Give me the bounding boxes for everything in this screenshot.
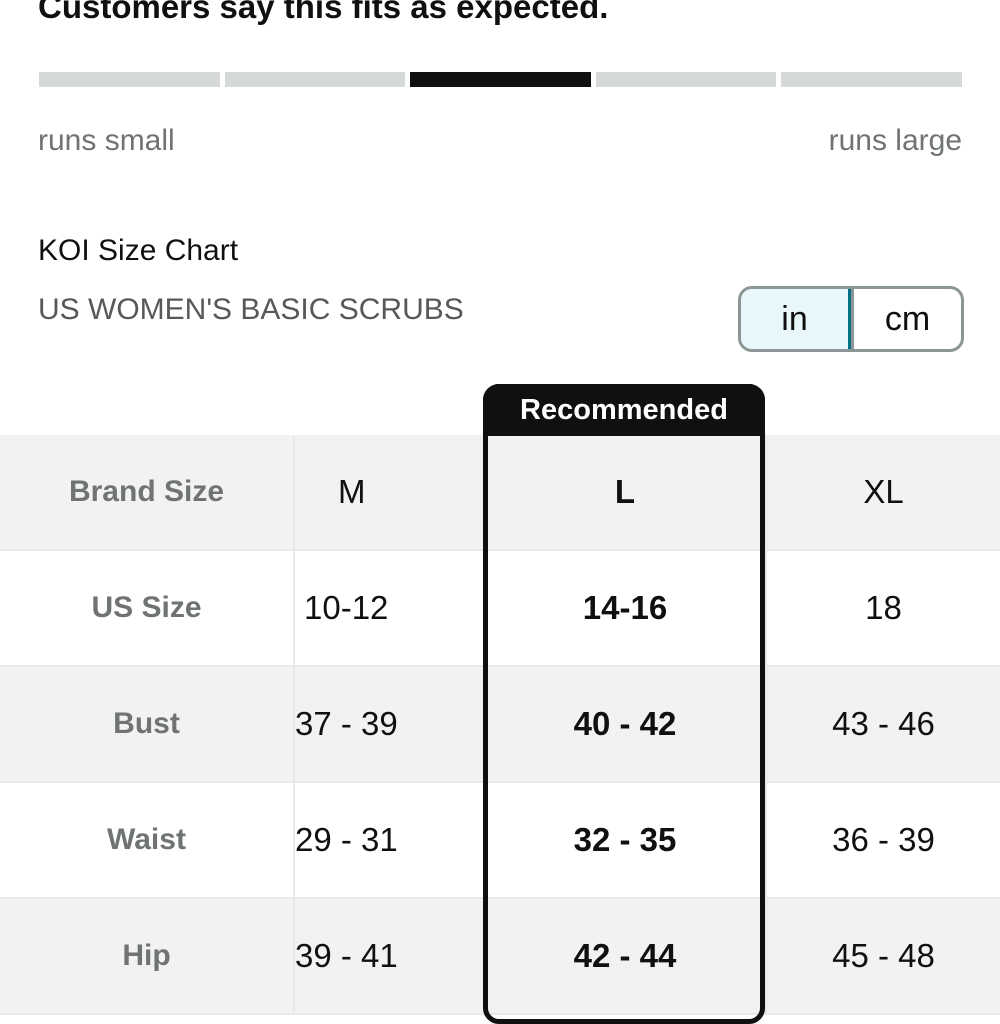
fit-segment-1	[39, 72, 220, 87]
table-row-waist: Waist 29 - 31 32 - 35 36 - 39	[0, 782, 1000, 899]
fit-segment-5	[781, 72, 962, 87]
size-chart-subtitle: US WOMEN'S BASIC SCRUBS	[38, 293, 464, 326]
cell-xl: 18	[766, 550, 1000, 667]
cell-m: 10-12	[294, 550, 485, 667]
fit-summary-title: Customers say this fits as expected.	[38, 0, 609, 25]
cell-m: 37 - 39	[294, 666, 485, 783]
cell-l-recommended: 42 - 44	[484, 898, 767, 1015]
fit-segment-4	[596, 72, 776, 87]
fit-label-small: runs small	[38, 124, 175, 157]
size-chart-title: KOI Size Chart	[38, 234, 239, 267]
row-label: Waist	[0, 782, 295, 899]
unit-toggle: in cm	[738, 286, 964, 352]
cell-m-value: 37 - 39	[295, 705, 398, 742]
table-row-brand-size: Brand Size M L XL	[0, 435, 1000, 551]
cell-m-value: M	[338, 473, 366, 510]
cell-l-recommended: 40 - 42	[484, 666, 767, 783]
cell-xl: 45 - 48	[766, 898, 1000, 1015]
cell-m-value: 10-12	[304, 589, 389, 626]
table-row-bust: Bust 37 - 39 40 - 42 43 - 46	[0, 666, 1000, 783]
recommended-badge: Recommended	[483, 384, 765, 436]
table-row-hip: Hip 39 - 41 42 - 44 45 - 48	[0, 898, 1000, 1015]
row-label: US Size	[0, 550, 295, 667]
fit-label-large: runs large	[828, 124, 962, 157]
fit-segment-3-active	[410, 72, 591, 87]
cell-xl: 43 - 46	[766, 666, 1000, 783]
cell-m-value: 29 - 31	[295, 821, 398, 858]
cell-m: M	[294, 435, 485, 551]
cell-xl: XL	[766, 435, 1000, 551]
row-label: Hip	[0, 898, 295, 1015]
unit-cm-button[interactable]: cm	[851, 289, 961, 349]
cell-xl: 36 - 39	[766, 782, 1000, 899]
size-chart-table: Brand Size M L XL US Size 10-12 14-16 18…	[0, 435, 1000, 1015]
cell-m: 29 - 31	[294, 782, 485, 899]
table-row-us-size: US Size 10-12 14-16 18	[0, 550, 1000, 667]
unit-in-button[interactable]: in	[741, 289, 851, 349]
fit-segment-2	[225, 72, 405, 87]
cell-l-recommended: 14-16	[484, 550, 767, 667]
cell-m: 39 - 41	[294, 898, 485, 1015]
cell-l-recommended: L	[484, 435, 767, 551]
row-label: Brand Size	[0, 435, 295, 551]
row-label: Bust	[0, 666, 295, 783]
cell-l-recommended: 32 - 35	[484, 782, 767, 899]
cell-m-value: 39 - 41	[295, 937, 398, 974]
